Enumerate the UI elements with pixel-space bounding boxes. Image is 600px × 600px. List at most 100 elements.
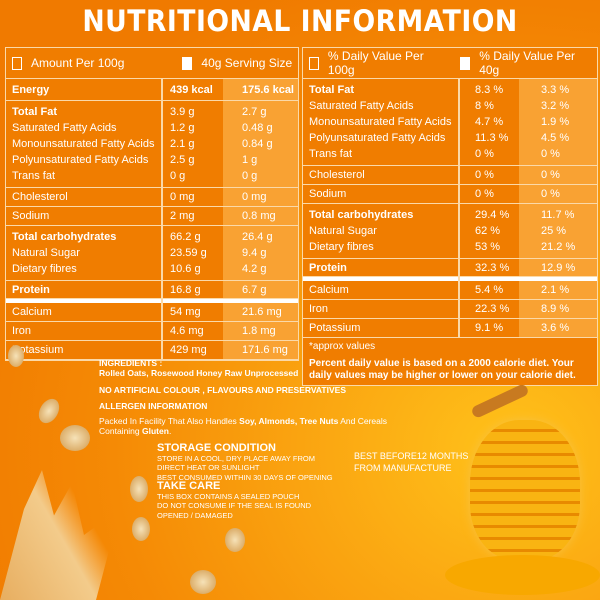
honey-dipper-icon: [470, 382, 530, 420]
value-per-serving: 3.6 %: [541, 322, 570, 334]
serving-column-bg: [223, 79, 298, 360]
nutrient-label: Trans fat: [12, 170, 55, 182]
value-per-serving: 0 %: [541, 169, 560, 181]
value-per-100g: 2 mg: [170, 210, 195, 222]
nutrient-group: Energy 439 kcal 175.6 kcal: [6, 79, 298, 101]
column-divider: [161, 79, 163, 360]
nutrient-label: Total Fat: [309, 84, 355, 96]
value-per-100g: 8.3 %: [475, 84, 504, 96]
value-per-serving: 0.84 g: [242, 138, 273, 150]
oat-flake-icon: [130, 476, 148, 502]
oat-flake-icon: [190, 570, 216, 594]
value-per-100g: 1.2 g: [170, 122, 195, 134]
value-per-serving: 26.4 g: [242, 231, 273, 243]
nutrient-row: Saturated Fatty Acids 8 % 3.2 %: [303, 98, 597, 114]
value-per-100g: 29.4 %: [475, 209, 510, 221]
value-per-serving: 0 %: [541, 188, 560, 200]
value-per-serving: 0.48 g: [242, 122, 273, 134]
nutrient-row: Sodium 0 % 0 %: [303, 186, 597, 202]
nutrient-row: Dietary fibres 10.6 g 4.2 g: [6, 261, 298, 277]
daily-value-table: % Daily Value Per 100g % Daily Value Per…: [302, 47, 598, 386]
approx-note: *approx values: [309, 341, 376, 352]
nutrient-label: Natural Sugar: [309, 225, 377, 237]
nutrient-row: Potassium 9.1 % 3.6 %: [303, 320, 597, 336]
nutrient-row: Potassium 429 mg 171.6 mg: [6, 342, 298, 358]
nutrient-row: Iron 22.3 % 8.9 %: [303, 301, 597, 317]
value-per-100g: 3.9 g: [170, 106, 195, 118]
nutrient-label: Energy: [12, 84, 50, 96]
value-per-100g: 5.4 %: [475, 284, 504, 296]
nutrient-row: Energy 439 kcal 175.6 kcal: [6, 82, 298, 98]
value-per-100g: 2.1 g: [170, 138, 195, 150]
nutrient-label: Sodium: [12, 210, 50, 222]
nutrient-label: Calcium: [309, 284, 349, 296]
value-per-serving: 3.3 %: [541, 84, 570, 96]
value-per-100g: 2.5 g: [170, 154, 195, 166]
best-before-line: BEST BEFORE12 MONTHS: [354, 451, 469, 461]
nutrient-group: Total Fat 3.9 g 2.7 g Saturated Fatty Acids…: [6, 101, 298, 188]
storage-line: BEST CONSUMED WITHIN 30 DAYS OF OPENING: [157, 472, 333, 482]
honey-puddle-icon: [445, 555, 600, 595]
nutrient-row: Protein 16.8 g 6.7 g: [6, 282, 298, 298]
value-per-serving: 1 g: [242, 154, 258, 166]
value-per-100g: 4.7 %: [475, 116, 504, 128]
allergen-text: Packed In Facility That Also Handles Soy…: [99, 416, 399, 436]
nutrient-row: Saturated Fatty Acids 1.2 g 0.48 g: [6, 120, 298, 136]
honey-jar-icon: [470, 420, 580, 560]
nutrient-group: Potassium 9.1 % 3.6 %: [303, 319, 597, 338]
value-per-100g: 22.3 %: [475, 303, 510, 315]
nutrient-label: Sodium: [309, 188, 347, 200]
nutrient-label: Saturated Fatty Acids: [309, 100, 414, 112]
nutrient-row: Trans fat 0 % 0 %: [303, 146, 597, 162]
care-heading: TAKE CARE: [157, 480, 221, 492]
nutrient-group: Cholesterol 0 % 0 %: [303, 166, 597, 185]
value-per-serving: 171.6 mg: [242, 344, 288, 356]
care-line: THIS BOX CONTAINS A SEALED POUCH: [157, 491, 300, 501]
nutrient-group: Total carbohydrates 29.4 % 11.7 % Natural S…: [303, 204, 597, 259]
column-divider: [458, 79, 460, 345]
nutrient-row: Iron 4.6 mg 1.8 mg: [6, 323, 298, 339]
section-divider: [303, 277, 597, 281]
nutrient-label: Dietary fibres: [309, 241, 374, 253]
nutrient-group: Sodium 2 mg 0.8 mg: [6, 207, 298, 226]
nutrient-label: Potassium: [309, 322, 361, 334]
value-per-serving: 6.7 g: [242, 284, 267, 296]
page-title: NUTRITIONAL INFORMATION: [82, 4, 518, 38]
value-per-100g: 0 mg: [170, 191, 195, 203]
oat-cluster-icon: [60, 425, 90, 451]
header-dv-40g: % Daily Value Per 40g: [479, 49, 576, 77]
nutrient-label: Cholesterol: [12, 191, 68, 203]
nutrient-row: Total Fat 3.9 g 2.7 g: [6, 104, 298, 120]
nutrient-row: Calcium 54 mg 21.6 mg: [6, 304, 298, 320]
nutrient-group: Iron 4.6 mg 1.8 mg: [6, 322, 298, 341]
value-per-serving: 0 g: [242, 170, 258, 182]
value-per-serving: 9.4 g: [242, 247, 267, 259]
nutrient-label: Total carbohydrates: [12, 231, 117, 243]
allergen-part: And Cereals Containing: [99, 416, 388, 436]
nutrient-row: Polyunsaturated Fatty Acids 2.5 g 1 g: [6, 152, 298, 168]
nutrient-label: Polyunsaturated Fatty Acids: [309, 132, 446, 144]
nutrient-row: Monounsaturated Fatty Acids 2.1 g 0.84 g: [6, 136, 298, 152]
storage-line: STORE IN A COOL, DRY PLACE AWAY FROM: [157, 453, 315, 463]
value-per-100g: 9.1 %: [475, 322, 504, 334]
value-per-100g: 66.2 g: [170, 231, 201, 243]
nutrient-row: Calcium 5.4 % 2.1 %: [303, 282, 597, 298]
nutrient-label: Iron: [309, 303, 328, 315]
nutrient-row: Natural Sugar 62 % 25 %: [303, 223, 597, 239]
value-per-serving: 0 mg: [242, 191, 267, 203]
allergen-part: .: [168, 426, 172, 436]
nutrient-label: Monounsaturated Fatty Acids: [309, 116, 452, 128]
nutrient-group: Cholesterol 0 mg 0 mg: [6, 188, 298, 207]
ingredients-heading: INGREDIENTS :: [99, 358, 163, 368]
value-per-serving: 175.6 kcal: [242, 84, 294, 96]
value-per-serving: 4.2 g: [242, 263, 267, 275]
value-per-100g: 53 %: [475, 241, 501, 253]
value-per-100g: 54 mg: [170, 306, 201, 318]
nutrient-row: Total carbohydrates 29.4 % 11.7 %: [303, 207, 597, 223]
value-per-100g: 62 %: [475, 225, 501, 237]
checkbox-empty-icon: [12, 56, 22, 70]
allergen-heading: ALLERGEN INFORMATION: [99, 401, 208, 411]
oat-flake-icon: [34, 395, 64, 427]
value-per-100g: 32.3 %: [475, 262, 510, 274]
